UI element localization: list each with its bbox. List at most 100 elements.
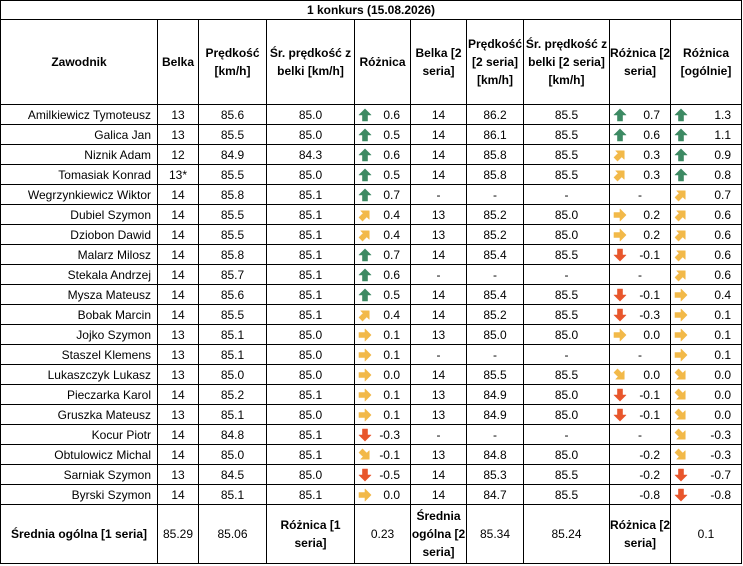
cell-gate2: -: [410, 344, 467, 365]
down-right-arrow-icon: [674, 448, 688, 462]
right-arrow-icon: [358, 368, 372, 382]
cell-diff2: 0.0: [609, 324, 671, 345]
right-arrow-icon: [613, 328, 627, 342]
cell-speed: 84.8: [198, 424, 267, 445]
cell-diff-total: 0.6: [669, 244, 743, 265]
cell-avg-speed2: 85.0: [523, 204, 610, 225]
cell-diff-total: -0.3: [669, 444, 743, 465]
right-arrow-icon: [613, 208, 627, 222]
cell-speed: 85.0: [198, 364, 267, 385]
cell-name: Jojko Szymon: [0, 324, 158, 345]
cell-diff2: -0.1: [609, 244, 671, 265]
cell-diff: 0.4: [354, 224, 411, 245]
cell-gate2: 14: [410, 244, 467, 265]
cell-diff: 0.7: [354, 244, 411, 265]
down-arrow-icon: [613, 308, 627, 322]
cell-diff2: 0.6: [609, 124, 671, 145]
cell-value: 0.5: [383, 127, 400, 142]
cell-avg-speed2: 85.5: [523, 364, 610, 385]
table-row: Gruszka Mateusz 13 85.1 85.0 0.1 13 84.9 85.0 -0…: [0, 404, 743, 425]
cell-avg-speed2: 85.5: [523, 284, 610, 305]
up-right-arrow-icon: [674, 208, 688, 222]
cell-value: 0.9: [714, 147, 732, 162]
cell-value: 0.2: [643, 207, 660, 222]
header-diff-total: Różnica [ogólnie]: [669, 19, 743, 105]
cell-avg-speed2: -: [523, 344, 610, 365]
cell-gate2: -: [410, 424, 467, 445]
cell-gate: 13: [157, 124, 199, 145]
cell-avg-speed: 85.0: [266, 324, 355, 345]
cell-gate2: 14: [410, 124, 467, 145]
cell-avg-speed: 85.1: [266, 184, 355, 205]
cell-value: 0.0: [714, 387, 732, 402]
cell-gate2: 13: [410, 444, 467, 465]
cell-speed2: 86.2: [466, 104, 524, 125]
table-row: Amilkiewicz Tymoteusz 13 85.6 85.0 0.6 14 86.2…: [0, 104, 743, 125]
cell-speed2: 85.2: [466, 204, 524, 225]
cell-avg-speed2: 85.0: [523, 384, 610, 405]
up-arrow-icon: [674, 168, 688, 182]
up-arrow-icon: [674, 128, 688, 142]
table-row: Bobak Marcin 14 85.5 85.1 0.4 14 85.2 85.5 -0.3 0…: [0, 304, 743, 325]
cell-value: 0.6: [714, 227, 732, 242]
cell-avg-speed: 85.1: [266, 284, 355, 305]
right-arrow-icon: [674, 288, 688, 302]
table-title: 1 konkurs (15.08.2026): [0, 0, 743, 20]
up-right-arrow-icon: [674, 188, 688, 202]
cell-diff-total: -0.3: [669, 424, 743, 445]
cell-avg-speed2: 85.5: [523, 144, 610, 165]
cell-diff2: 0.2: [609, 224, 671, 245]
cell-diff2: 0.3: [609, 144, 671, 165]
cell-diff-total: 0.1: [669, 324, 743, 345]
cell-speed: 85.7: [198, 264, 267, 285]
down-arrow-icon: [674, 468, 688, 482]
cell-diff-total: 0.0: [669, 364, 743, 385]
cell-value: 0.0: [383, 487, 400, 502]
up-right-arrow-icon: [674, 268, 688, 282]
up-right-arrow-icon: [358, 228, 372, 242]
cell-gate: 14: [157, 384, 199, 405]
cell-gate2: 14: [410, 104, 467, 125]
down-right-arrow-icon: [674, 388, 688, 402]
right-arrow-icon: [358, 488, 372, 502]
cell-speed: 85.6: [198, 104, 267, 125]
cell-avg-speed2: 85.0: [523, 224, 610, 245]
cell-speed: 85.5: [198, 164, 267, 185]
cell-diff2: 0.2: [609, 204, 671, 225]
down-arrow-icon: [613, 388, 627, 402]
cell-gate: 13: [157, 364, 199, 385]
down-arrow-icon: [358, 428, 372, 442]
cell-speed: 85.5: [198, 304, 267, 325]
cell-diff: 0.6: [354, 104, 411, 125]
cell-diff: 0.0: [354, 364, 411, 385]
cell-name: Staszel Klemens: [0, 344, 158, 365]
cell-speed2: 85.2: [466, 304, 524, 325]
table-row: Stekala Andrzej 14 85.7 85.1 0.6- - - -0.6: [0, 264, 743, 285]
cell-diff2: 0.3: [609, 164, 671, 185]
cell-name: Galica Jan: [0, 124, 158, 145]
right-arrow-icon: [358, 348, 372, 362]
cell-name: Niznik Adam: [0, 144, 158, 165]
cell-speed2: 85.4: [466, 284, 524, 305]
cell-diff-total: 1.3: [669, 104, 743, 125]
down-right-arrow-icon: [358, 448, 372, 462]
cell-gate: 13: [157, 104, 199, 125]
cell-value: 0.3: [643, 147, 660, 162]
header-avg-speed: Śr. prędkość z belki [km/h]: [266, 19, 355, 105]
cell-gate: 13: [157, 404, 199, 425]
cell-speed: 85.1: [198, 324, 267, 345]
cell-gate2: 13: [410, 204, 467, 225]
cell-diff-total: 0.6: [669, 224, 743, 245]
up-arrow-icon: [613, 108, 627, 122]
down-right-arrow-icon: [674, 368, 688, 382]
cell-avg-speed: 85.0: [266, 164, 355, 185]
cell-value: 0.2: [643, 227, 660, 242]
cell-gate2: 14: [410, 304, 467, 325]
cell-value: 0.1: [383, 347, 400, 362]
cell-value: 0.1: [383, 387, 400, 402]
up-arrow-icon: [358, 248, 372, 262]
footer-avg-speed: 85.29: [157, 504, 199, 564]
cell-name: Malarz Milosz: [0, 244, 158, 265]
footer-avg-speed2: 85.34: [466, 504, 524, 564]
up-right-arrow-icon: [358, 208, 372, 222]
